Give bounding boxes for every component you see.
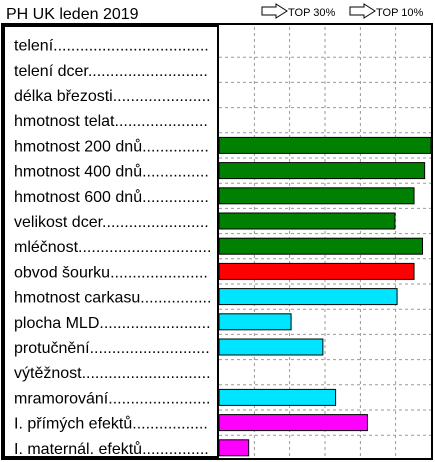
category-label-10: hmotnost carkasu................ bbox=[14, 290, 211, 307]
category-label-6: hmotnost 600 dnů............... bbox=[14, 188, 209, 206]
dot-leader-13: ............................. bbox=[82, 365, 211, 382]
dot-leader-10: ................ bbox=[140, 290, 211, 307]
bar-15 bbox=[218, 414, 368, 432]
bar-6 bbox=[218, 187, 415, 205]
dot-leader-8: .............................. bbox=[78, 239, 211, 256]
category-label-1: telení dcer........................... bbox=[14, 63, 208, 80]
dot-leader-1: ........................... bbox=[88, 63, 208, 80]
bar-9 bbox=[218, 262, 415, 280]
bar-10 bbox=[218, 288, 398, 306]
chart-title: PH UK leden 2019 bbox=[6, 6, 139, 23]
category-label-4: hmotnost 200 dnů............... bbox=[14, 137, 209, 155]
dot-leader-11: ......................... bbox=[99, 315, 210, 332]
category-label-11: plocha MLD......................... bbox=[14, 315, 211, 332]
category-label-7: velikost dcer........................ bbox=[14, 214, 209, 231]
category-labels: telení..................................… bbox=[14, 38, 211, 458]
category-label-8: mléčnost.............................. bbox=[14, 239, 211, 256]
category-label-14: mramorování....................... bbox=[14, 390, 211, 407]
bar-5 bbox=[218, 162, 426, 180]
bar-11 bbox=[218, 313, 292, 331]
dot-leader-6: ............... bbox=[142, 189, 209, 206]
legend-arrow-icon-top30 bbox=[261, 3, 288, 19]
dot-leader-16: ............... bbox=[142, 441, 209, 458]
category-label-5: hmotnost 400 dnů............... bbox=[14, 163, 209, 181]
category-label-15: I. přímých efektů................. bbox=[14, 415, 208, 433]
bar-7 bbox=[218, 212, 396, 230]
category-label-9: obvod šourku...................... bbox=[14, 264, 208, 281]
legend: TOP 30% TOP 10% bbox=[261, 3, 424, 19]
dot-leader-12: ........................... bbox=[90, 340, 210, 357]
bars bbox=[218, 136, 432, 457]
dot-leader-15: ................. bbox=[132, 416, 208, 433]
category-label-12: protučnění........................... bbox=[14, 340, 210, 357]
bar-8 bbox=[218, 237, 424, 255]
label-panel bbox=[3, 25, 219, 458]
bar-14 bbox=[218, 388, 337, 406]
dot-leader-3: ..................... bbox=[115, 113, 208, 130]
bar-12 bbox=[218, 338, 324, 356]
category-label-2: délka březosti...................... bbox=[14, 88, 211, 105]
dot-leader-2: ...................... bbox=[113, 88, 211, 105]
legend-label-top10: TOP 10% bbox=[376, 7, 424, 19]
category-label-16: I. maternál. efektů............... bbox=[14, 440, 209, 458]
category-label-3: hmotnost telat..................... bbox=[14, 113, 208, 130]
dot-leader-4: ............... bbox=[142, 138, 209, 155]
bar-4 bbox=[218, 136, 432, 154]
dot-leader-7: ........................ bbox=[102, 214, 209, 231]
category-label-0: telení..................................… bbox=[14, 38, 209, 55]
outer-frame bbox=[1, 23, 433, 460]
dot-leader-5: ............... bbox=[142, 164, 209, 181]
dot-leader-0: ................................... bbox=[53, 38, 209, 55]
legend-arrow-icon-top10 bbox=[349, 3, 376, 19]
legend-label-top30: TOP 30% bbox=[288, 7, 336, 19]
category-label-13: výtěžnost............................. bbox=[14, 365, 211, 382]
dot-leader-14: ....................... bbox=[108, 390, 210, 407]
bar-16 bbox=[218, 439, 250, 457]
dot-leader-9: ...................... bbox=[110, 264, 208, 281]
grid bbox=[219, 27, 431, 456]
